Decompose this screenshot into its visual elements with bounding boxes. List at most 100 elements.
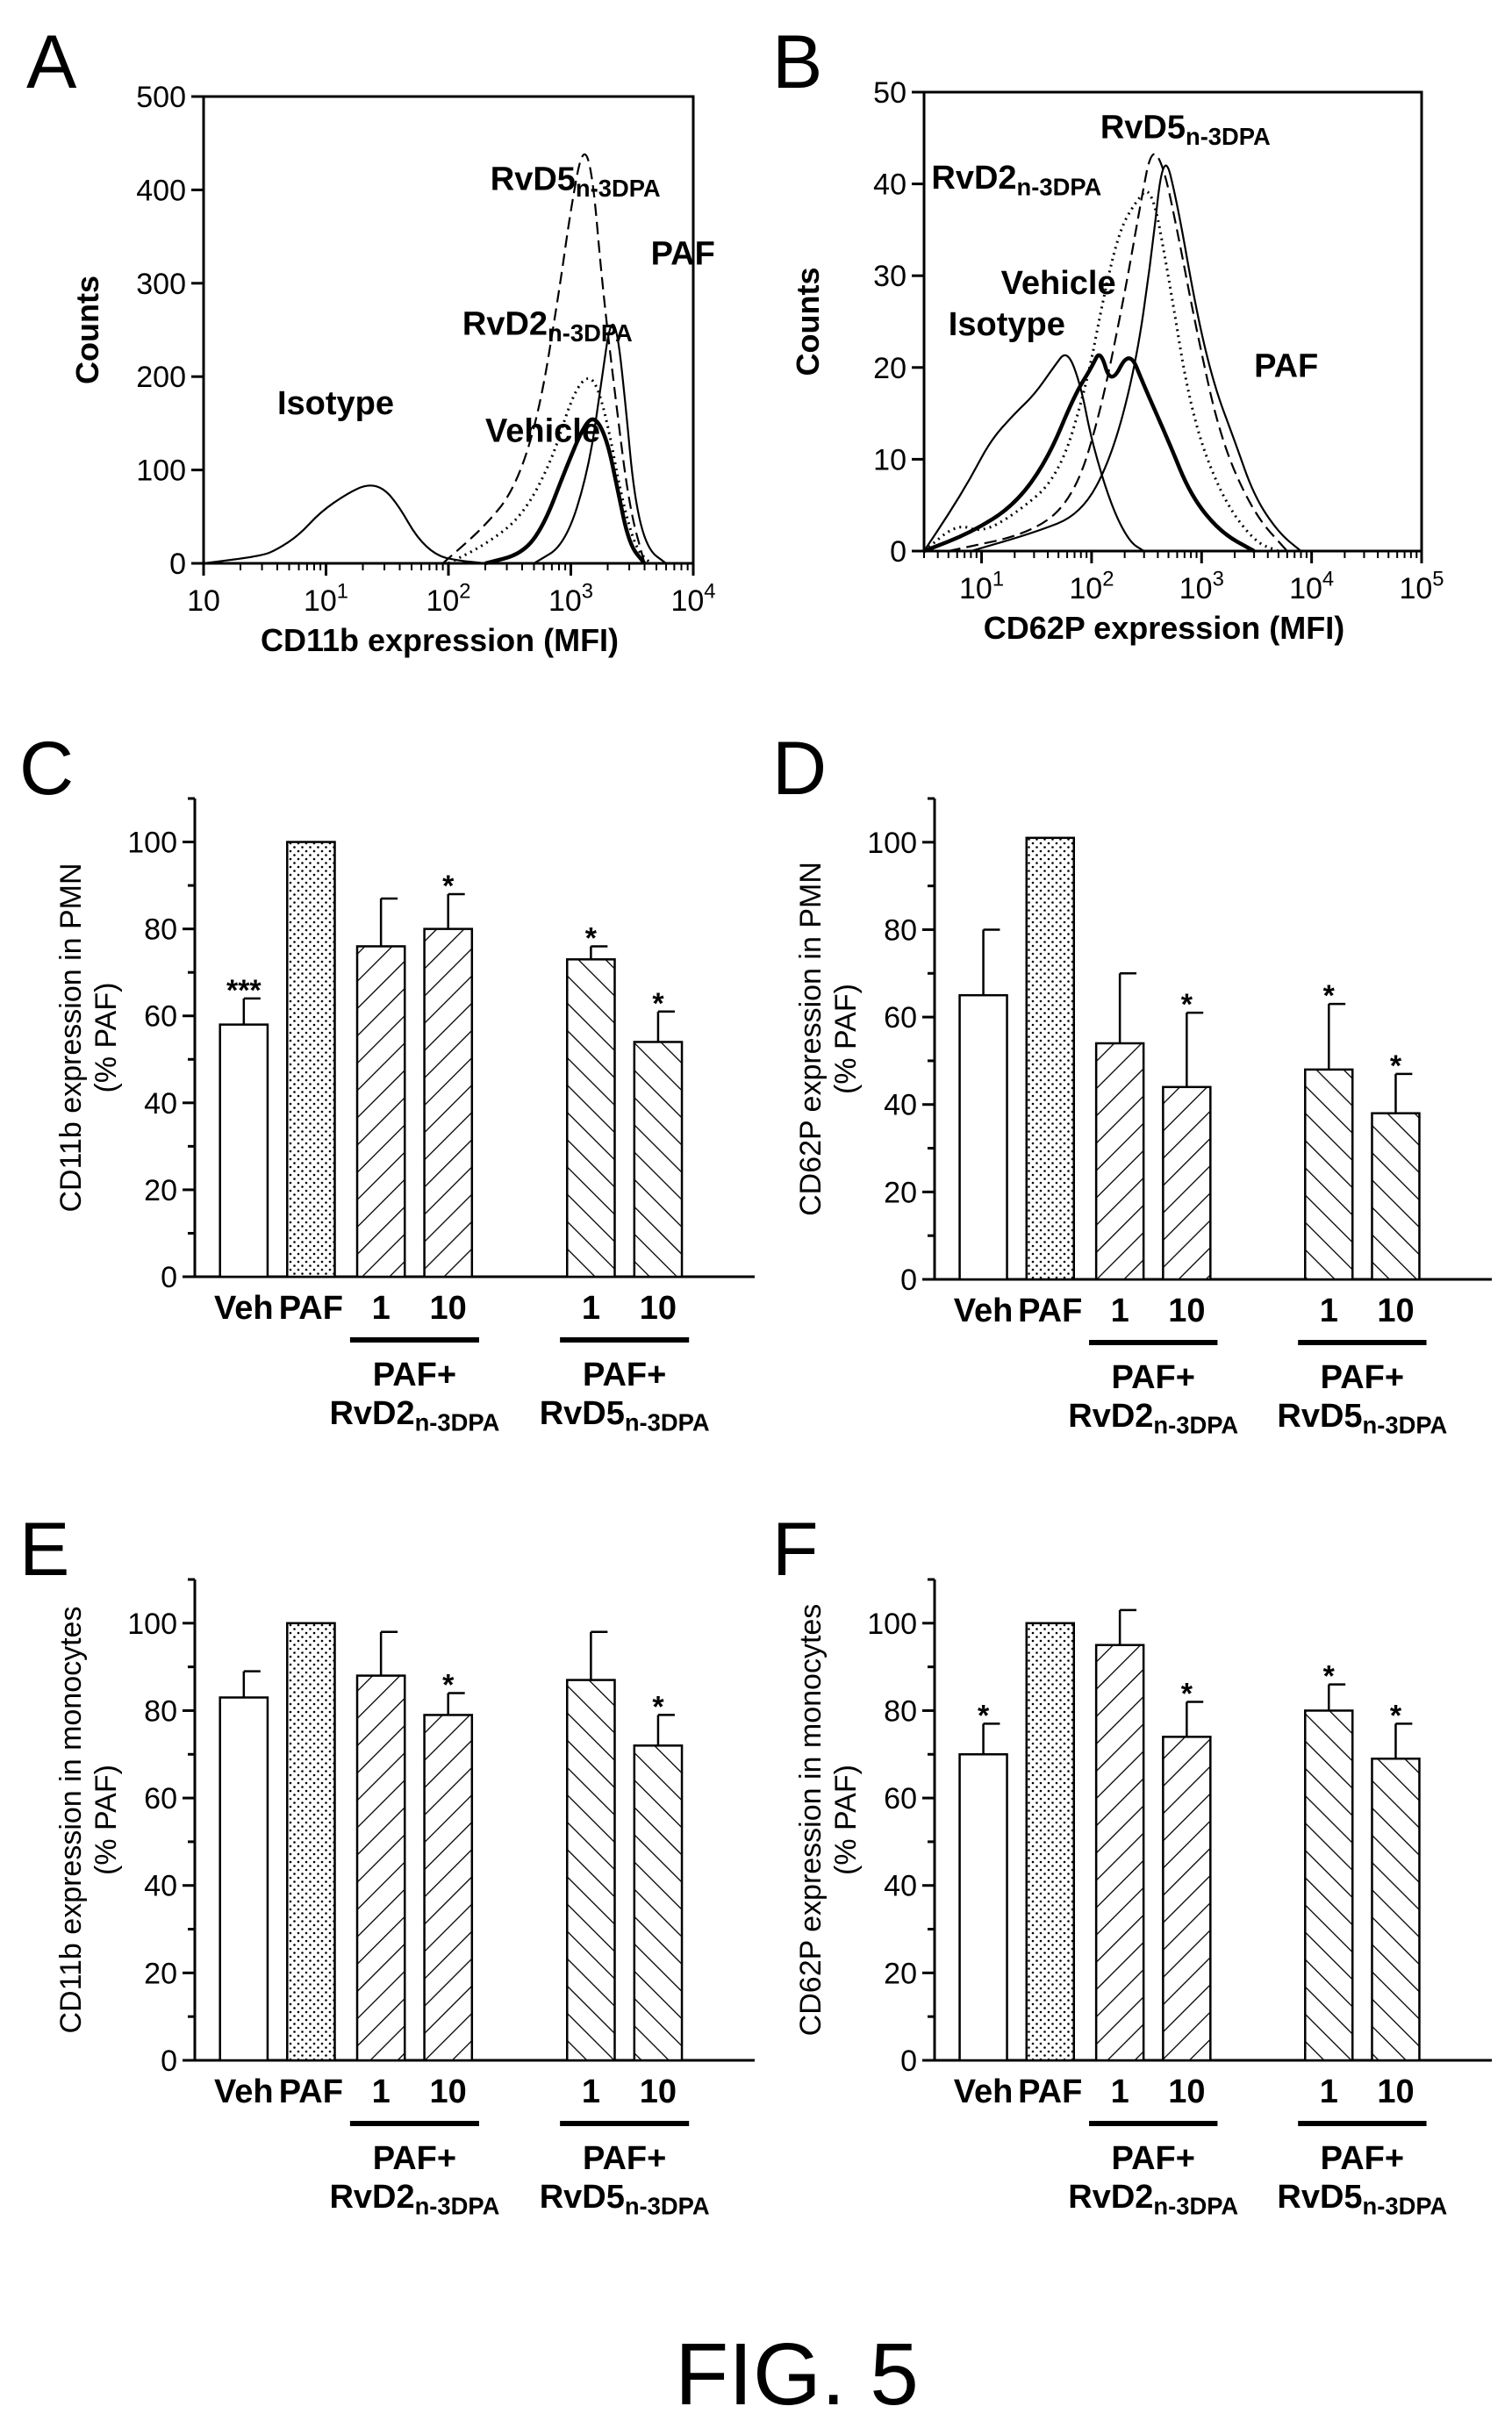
- significance-marker: *: [1323, 1660, 1336, 1694]
- category-label: Veh: [214, 1290, 274, 1327]
- bar: [1162, 1085, 1212, 1281]
- y-tick-label: 0: [161, 2045, 177, 2078]
- y-tick-label: 10: [873, 443, 906, 476]
- significance-marker: *: [652, 1690, 664, 1723]
- chart-C: C 0 20 40 60 80 100 CD11b expression in PMN (% P…: [19, 727, 755, 1436]
- category-label: Veh: [954, 2073, 1014, 2110]
- y-tick-label: 40: [144, 1870, 177, 1903]
- curve-label: Vehicle: [1001, 265, 1116, 302]
- y-tick-label: 20: [144, 1957, 177, 1990]
- panel-label: F: [772, 1508, 819, 1592]
- group-label: PAF+: [1321, 2140, 1404, 2177]
- y-tick-label: 20: [884, 1957, 917, 1990]
- bar: [219, 1696, 269, 2062]
- bar: [566, 958, 616, 1278]
- x-tick-label: 101: [959, 568, 1004, 605]
- y-axis-title: CD11b expression in monocytes: [54, 1607, 88, 2034]
- series-curve-paf: [533, 323, 667, 564]
- significance-marker: *: [1181, 1677, 1193, 1710]
- bar: [633, 1744, 684, 2062]
- y-tick-label: 0: [900, 1264, 917, 1297]
- curve-label: Isotype: [277, 385, 394, 422]
- x-tick-label: 104: [670, 580, 715, 618]
- category-label: 10: [1377, 1293, 1414, 1329]
- bar: [1094, 1042, 1145, 1281]
- group-label: PAF+: [1112, 2140, 1195, 2177]
- group-label-compound: RvD2n-3DPA: [1068, 1398, 1238, 1439]
- y-axis-title-unit: (% PAF): [829, 984, 863, 1094]
- y-axis-title: Counts: [790, 268, 826, 376]
- significance-marker: *: [1390, 1049, 1402, 1083]
- y-tick-label: 500: [136, 81, 186, 114]
- category-label: 10: [430, 1290, 467, 1327]
- curve-label: RvD2n-3DPA: [462, 305, 633, 347]
- series-curve-vehicle: [484, 417, 647, 566]
- plot-frame: [922, 90, 1423, 553]
- curve-label: Vehicle: [485, 413, 600, 450]
- significance-marker: *: [442, 1669, 455, 1702]
- x-tick-label: 104: [1289, 568, 1334, 605]
- category-label: 1: [1111, 1293, 1129, 1329]
- y-axis-title: Counts: [69, 276, 105, 384]
- series-curve-rvd2n-3dpa: [923, 190, 1279, 553]
- y-tick-label: 200: [136, 361, 186, 394]
- x-tick-label: 103: [1179, 568, 1224, 605]
- bar: [355, 1674, 406, 2062]
- significance-marker: *: [585, 921, 598, 955]
- group-label: PAF+: [373, 2140, 456, 2177]
- y-tick-label: 0: [900, 2045, 917, 2078]
- bar: [1304, 1068, 1354, 1281]
- bar: [1371, 1758, 1421, 2062]
- category-label: PAF: [279, 1290, 343, 1327]
- bar: [1025, 836, 1076, 1281]
- chart-D: D 0 20 40 60 80 100 CD62P expression in PMN (% P…: [772, 727, 1492, 1439]
- y-axis-title-unit: (% PAF): [90, 1765, 123, 1875]
- curve-label: RvD2n-3DPA: [931, 160, 1101, 201]
- category-label: 1: [1320, 1293, 1338, 1329]
- bar: [1371, 1112, 1421, 1281]
- bar: [355, 945, 406, 1278]
- bar: [286, 1622, 336, 2062]
- significance-marker: *: [442, 870, 455, 903]
- y-tick-label: 60: [144, 1000, 177, 1034]
- category-label: 1: [582, 2073, 600, 2110]
- y-tick-label: 60: [144, 1782, 177, 1816]
- significance-marker: *: [1390, 1699, 1402, 1732]
- series-curve-isotype: [203, 484, 486, 565]
- category-label: 1: [1111, 2073, 1129, 2110]
- x-tick-label: 105: [1399, 568, 1444, 605]
- y-axis-title: CD11b expression in PMN: [54, 863, 88, 1212]
- category-label: 1: [582, 1290, 600, 1327]
- y-tick-label: 30: [873, 260, 906, 293]
- bar: [423, 1714, 474, 2062]
- category-label: 10: [640, 1290, 677, 1327]
- significance-marker: *: [652, 987, 664, 1021]
- y-tick-label: 40: [873, 168, 906, 202]
- y-tick-label: 20: [884, 1176, 917, 1209]
- y-tick-label: 100: [127, 827, 177, 860]
- series-curve-paf: [971, 164, 1302, 553]
- y-tick-label: 50: [873, 76, 906, 110]
- category-label: Veh: [214, 2073, 274, 2110]
- y-tick-label: 80: [144, 1694, 177, 1728]
- x-tick-label: 103: [548, 580, 593, 618]
- panel-label: E: [19, 1508, 69, 1592]
- group-label: PAF+: [583, 1357, 666, 1393]
- curve-label: PAF: [651, 236, 715, 273]
- y-tick-label: 40: [884, 1089, 917, 1122]
- series-curve-rvd5n-3dpa: [948, 153, 1288, 553]
- x-tick-label: 102: [1069, 568, 1114, 605]
- group-label: PAF+: [1112, 1359, 1195, 1396]
- bar: [633, 1041, 684, 1278]
- panel-label: C: [19, 727, 74, 811]
- group-label-compound: RvD2n-3DPA: [329, 2179, 499, 2220]
- category-label: PAF: [1018, 1293, 1082, 1329]
- y-axis-title-unit: (% PAF): [829, 1765, 863, 1875]
- bar: [1094, 1644, 1145, 2062]
- panel-label: D: [772, 727, 827, 811]
- x-tick-label: 102: [426, 580, 470, 618]
- y-tick-label: 80: [884, 913, 917, 947]
- chart-A: A 0 100 200 300 400 500 10 101 102 103 104 CD11b exp…: [26, 20, 716, 658]
- bar: [423, 927, 474, 1278]
